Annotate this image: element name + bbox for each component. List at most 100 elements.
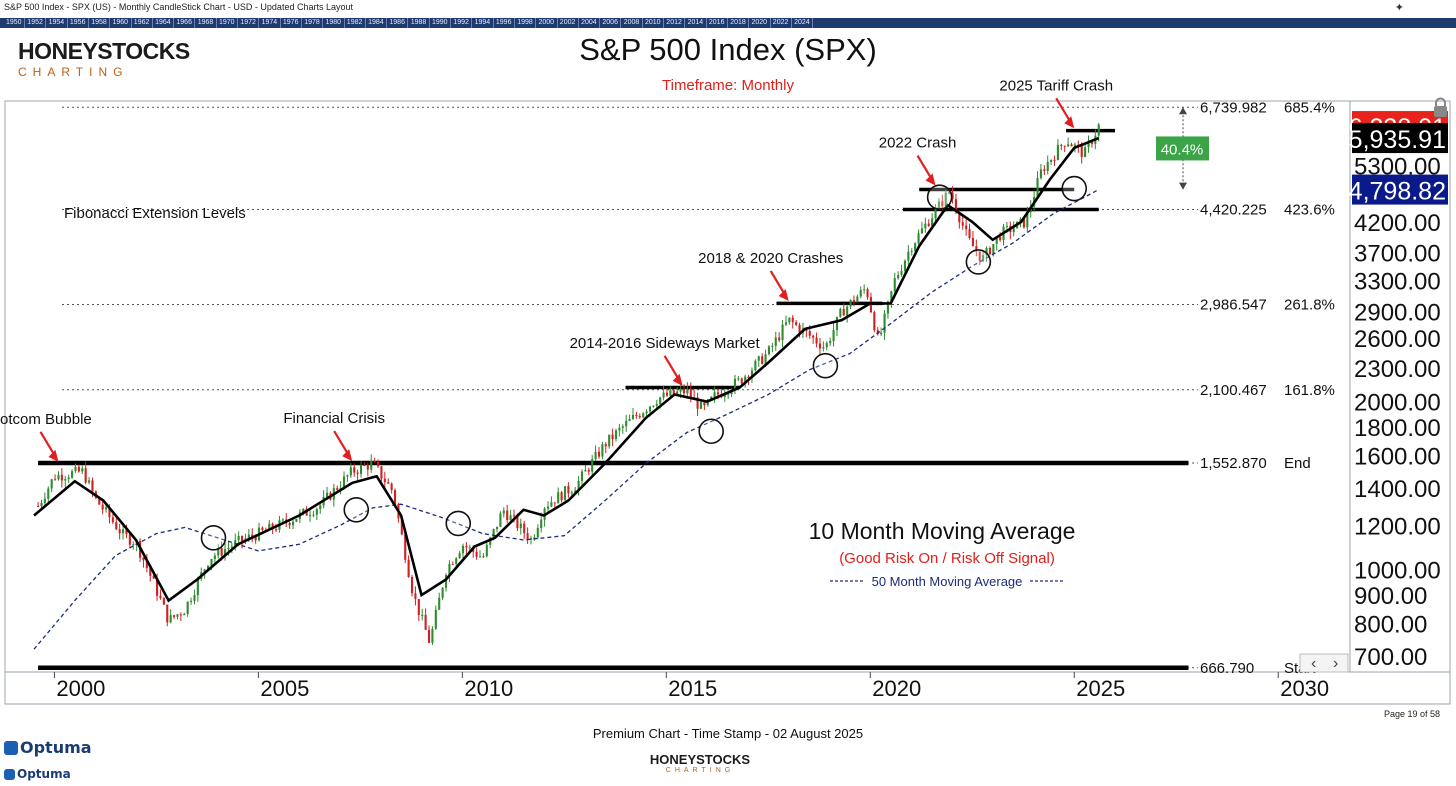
- y-axis-tick-label: 1600.00: [1354, 444, 1441, 471]
- year-strip-cell[interactable]: 1970: [217, 18, 238, 28]
- candle-down: [390, 483, 393, 491]
- ma-touch-circle: [445, 510, 472, 537]
- candle-down: [393, 490, 397, 505]
- candle-down: [873, 312, 876, 331]
- year-strip-cell[interactable]: 1966: [174, 18, 196, 28]
- year-strip-cell[interactable]: 1988: [409, 18, 430, 28]
- candle-up: [886, 301, 890, 314]
- candle-up: [713, 392, 716, 397]
- candle-up: [1050, 159, 1053, 162]
- candle-down: [512, 515, 516, 517]
- candle-up: [349, 467, 352, 476]
- year-strip-cell[interactable]: 1954: [47, 18, 68, 28]
- candle-down: [414, 593, 417, 599]
- year-strip-cell[interactable]: 2014: [686, 18, 707, 28]
- price-label-box: [1352, 123, 1448, 154]
- year-strip-cell[interactable]: 1986: [387, 18, 409, 28]
- year-strip-cell[interactable]: 1994: [473, 18, 494, 28]
- year-strip-cell[interactable]: 1952: [25, 18, 47, 28]
- fib-level-value: 6,739.982: [1200, 99, 1267, 116]
- candle-down: [118, 529, 121, 534]
- year-strip-cell[interactable]: 1990: [430, 18, 451, 28]
- year-strip-cell[interactable]: 2016: [707, 18, 728, 28]
- candle-up: [342, 476, 346, 488]
- year-strip-cell[interactable]: 1960: [111, 18, 132, 28]
- candle-up: [1087, 142, 1090, 148]
- candle-up: [421, 614, 424, 616]
- candle-up: [196, 579, 199, 596]
- fib-level-value: 2,100.467: [1200, 382, 1267, 399]
- honeystocks-footer-logo: HONEYSTOCKS CHARTING: [649, 752, 751, 774]
- year-strip-cell[interactable]: 2008: [622, 18, 643, 28]
- candle-up: [910, 251, 913, 253]
- candle-up: [213, 555, 216, 560]
- year-strip-cell[interactable]: 2006: [600, 18, 622, 28]
- year-strip-cell[interactable]: 1956: [68, 18, 89, 28]
- candle-down: [149, 568, 152, 576]
- year-navigator-strip[interactable]: 1950 1952 1954 1956 1958 1960 1962 1964 1966 1968…: [0, 18, 1456, 28]
- candle-up: [186, 601, 189, 614]
- candle-up: [863, 289, 866, 291]
- year-strip-cell[interactable]: 1958: [89, 18, 111, 28]
- candle-up: [302, 508, 305, 513]
- candle-up: [1073, 144, 1076, 147]
- year-strip-cell[interactable]: 1972: [238, 18, 260, 28]
- year-strip-cell[interactable]: 1976: [281, 18, 302, 28]
- year-strip-cell[interactable]: 2012: [664, 18, 686, 28]
- year-strip-cell[interactable]: 1982: [345, 18, 366, 28]
- year-strip-cell[interactable]: 2018: [728, 18, 750, 28]
- y-axis-tick-label: 3700.00: [1354, 241, 1441, 268]
- candle-up: [478, 556, 482, 558]
- candle-up: [856, 296, 859, 303]
- candle-down: [173, 615, 176, 617]
- year-strip-cell[interactable]: 1984: [366, 18, 388, 28]
- candle-up: [1056, 144, 1059, 160]
- candle-down: [60, 474, 63, 481]
- y-axis-tick-label: 1000.00: [1354, 558, 1441, 585]
- candle-up: [230, 546, 233, 548]
- candle-down: [108, 507, 111, 518]
- candle-down: [682, 389, 686, 394]
- scroll-controls[interactable]: [1299, 653, 1349, 673]
- year-strip-cell[interactable]: 2022: [771, 18, 792, 28]
- year-strip-cell[interactable]: 1998: [515, 18, 537, 28]
- candle-down: [791, 317, 794, 323]
- candle-up: [67, 477, 70, 480]
- pin-icon[interactable]: ✦: [1394, 2, 1404, 14]
- fib-header-label: Fibonacci Extension Levels: [64, 205, 246, 222]
- ma-touch-circle: [343, 496, 370, 523]
- annotation-label: Dotcom Bubble: [0, 411, 92, 428]
- candle-up: [455, 558, 458, 565]
- candle-up: [122, 529, 125, 534]
- candle-up: [574, 490, 577, 493]
- year-strip-cell[interactable]: 1962: [132, 18, 153, 28]
- scroll-right-button[interactable]: ›: [1333, 655, 1338, 672]
- year-strip-cell[interactable]: 1978: [302, 18, 324, 28]
- year-strip-cell[interactable]: 1974: [260, 18, 281, 28]
- candle-up: [325, 492, 329, 498]
- year-strip-cell[interactable]: 1980: [324, 18, 345, 28]
- candle-up: [169, 615, 172, 623]
- year-strip-cell[interactable]: 1950: [4, 18, 25, 28]
- candle-up: [934, 207, 937, 219]
- candle-up: [577, 480, 580, 491]
- year-strip-cell[interactable]: 2020: [750, 18, 771, 28]
- year-strip-cell[interactable]: 2000: [537, 18, 558, 28]
- x-axis-tick-label: 2030: [1280, 676, 1329, 701]
- candle-up: [64, 479, 67, 481]
- candle-up: [291, 521, 295, 526]
- year-strip-cell[interactable]: 2010: [643, 18, 664, 28]
- year-strip-cell[interactable]: 1996: [494, 18, 515, 28]
- year-strip-cell[interactable]: 1992: [451, 18, 473, 28]
- candle-down: [251, 534, 254, 537]
- scroll-left-button[interactable]: ‹: [1311, 655, 1316, 672]
- year-strip-cell[interactable]: 1968: [196, 18, 217, 28]
- year-strip-cell[interactable]: 2002: [558, 18, 579, 28]
- annotation-arrowhead: [778, 288, 789, 301]
- candle-up: [1097, 124, 1100, 136]
- year-strip-cell[interactable]: 2024: [792, 18, 814, 28]
- year-strip-cell[interactable]: 2004: [579, 18, 601, 28]
- year-strip-cell[interactable]: 1964: [153, 18, 175, 28]
- fib-level-percent: 423.6%: [1284, 201, 1335, 218]
- fib-level-percent: End: [1284, 455, 1311, 472]
